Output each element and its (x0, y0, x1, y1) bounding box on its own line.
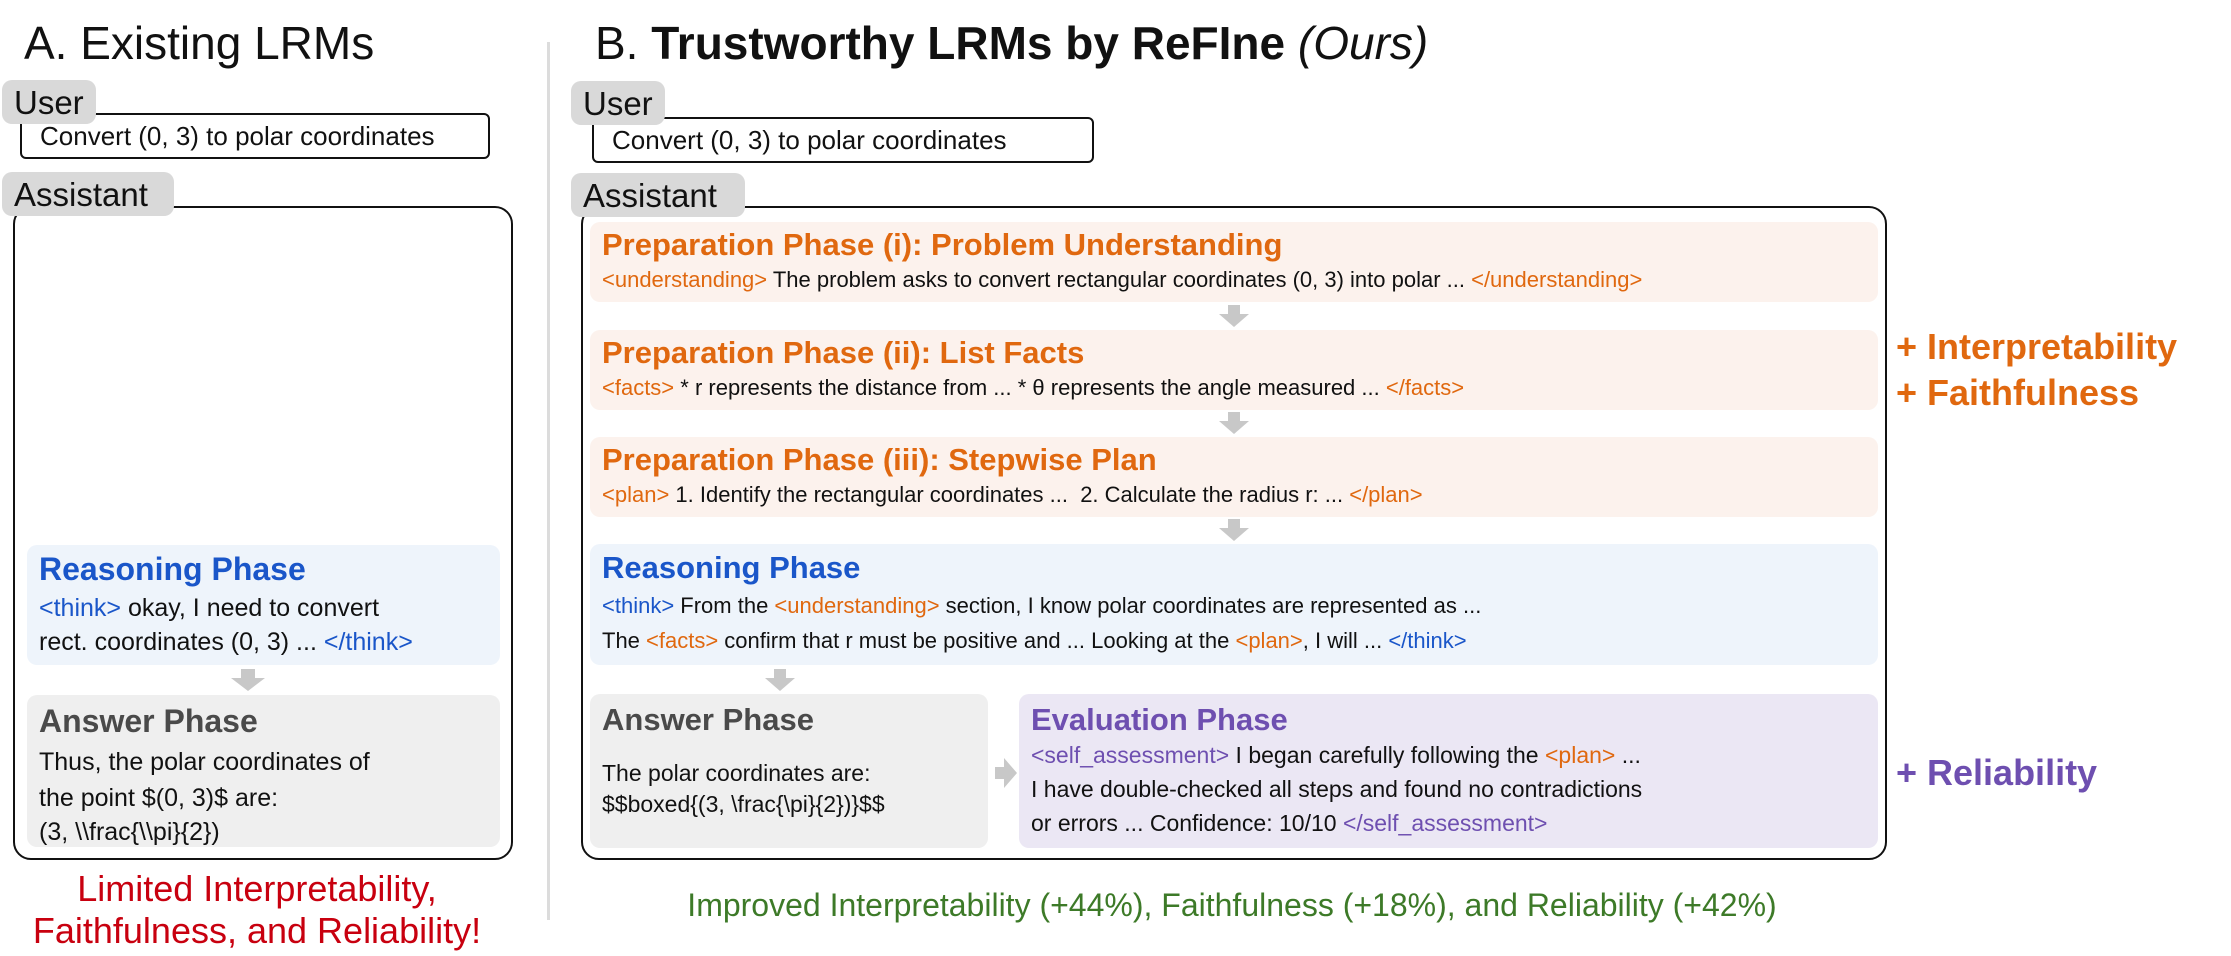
down-arrow-icon (1219, 305, 1249, 327)
preparation-phase-plan: Preparation Phase (iii): Stepwise Plan <… (590, 437, 1878, 517)
understanding-open-tag: <understanding> (602, 267, 768, 292)
panel-b-ours: (Ours) (1297, 17, 1429, 69)
evaluation-phase: Evaluation Phase <self_assessment> I beg… (1019, 694, 1878, 848)
reasoning-text: From the (674, 593, 775, 618)
right-assistant-box (581, 206, 1887, 860)
plan-open-tag: <plan> (602, 482, 670, 507)
left-answer-line: Thus, the polar coordinates of (39, 748, 370, 776)
down-arrow-icon (1219, 519, 1249, 541)
left-reasoning-title: Reasoning Phase (39, 551, 306, 587)
evaluation-line2: I have double-checked all steps and foun… (1031, 776, 1643, 802)
evaluation-text: ... (1615, 742, 1641, 768)
reasoning-text: The (602, 628, 647, 653)
think-open-tag: <think> (39, 594, 122, 622)
prep2-text: * r represents the distance from ... * θ… (674, 375, 1386, 400)
think-close-tag: </think> (323, 628, 413, 656)
prep3-text: 1. Identify the rectangular coordinates … (669, 482, 1350, 507)
think-open-tag: <think> (602, 593, 675, 618)
left-verdict-line: Faithfulness, and Reliability! (32, 910, 482, 951)
right-answer-line: $$boxed{(3, \frac{\pi}{2})}$$ (602, 791, 885, 817)
reasoning-text: okay, I need to convert (121, 594, 380, 622)
right-verdict: Improved Interpretability (+44%), Faithf… (687, 887, 1777, 923)
right-user-tag: User (571, 81, 665, 125)
panel-b-title: B. Trustworthy LRMs by ReFIne (Ours) (595, 16, 1428, 70)
facts-ref-tag: <facts> (646, 628, 719, 653)
reasoning-text: , I will ... (1302, 628, 1389, 653)
right-assistant-tag: Assistant (571, 173, 745, 217)
self-assessment-close-tag: </self_assessment> (1342, 810, 1548, 836)
think-close-tag: </think> (1388, 628, 1467, 653)
panel-a-title: A. Existing LRMs (24, 16, 374, 70)
left-verdict-line: Limited Interpretability, (77, 868, 437, 909)
down-arrow-icon (765, 669, 795, 691)
understanding-ref-tag: <understanding> (774, 593, 940, 618)
prep2-body: <facts> * r represents the distance from… (602, 375, 1464, 401)
left-answer-phase: Answer Phase Thus, the polar coordinates… (27, 695, 500, 847)
right-answer-line: The polar coordinates are: (602, 760, 871, 786)
left-verdict: Limited Interpretability, Faithfulness, … (0, 868, 514, 952)
right-answer-title: Answer Phase (602, 702, 814, 737)
left-answer-line: the point $(0, 3)$ are: (39, 784, 279, 812)
left-reasoning-phase: Reasoning Phase <think> okay, I need to … (27, 545, 500, 665)
right-arrow-icon (995, 758, 1017, 788)
down-arrow-icon (231, 669, 265, 691)
plan-ref-tag: <plan> (1544, 742, 1616, 768)
panel-a-title-text: Existing LRMs (80, 17, 375, 69)
right-reasoning-phase: Reasoning Phase <think> From the <unders… (590, 544, 1878, 665)
left-reasoning-line2: rect. coordinates (0, 3) ... </think> (39, 625, 413, 660)
understanding-close-tag: </understanding> (1471, 267, 1643, 292)
panel-divider (547, 42, 550, 920)
faithfulness-label: + Faithfulness (1896, 372, 2140, 413)
evaluation-text: I began carefully following the (1229, 742, 1545, 768)
right-answer-phase: Answer Phase The polar coordinates are: … (590, 694, 988, 848)
right-reasoning-title: Reasoning Phase (602, 550, 861, 585)
left-assistant-tag: Assistant (2, 172, 174, 216)
preparation-phase-understanding: Preparation Phase (i): Problem Understan… (590, 222, 1878, 302)
panel-b-prefix: B. (595, 17, 639, 69)
right-user-message: Convert (0, 3) to polar coordinates (592, 117, 1094, 163)
left-answer-line: (3, \\frac{\\pi}{2}) (39, 818, 220, 846)
evaluation-line3: or errors ... Confidence: 10/10 </self_a… (1031, 810, 1548, 837)
panel-a-prefix: A. (24, 17, 68, 69)
evaluation-title: Evaluation Phase (1031, 702, 1288, 737)
prep3-body: <plan> 1. Identify the rectangular coord… (602, 482, 1423, 508)
interpretability-label: + Interpretability (1896, 326, 2178, 367)
reasoning-text: rect. coordinates (0, 3) ... (39, 628, 324, 656)
right-reasoning-line1: <think> From the <understanding> section… (602, 593, 1481, 619)
evaluation-line1: <self_assessment> I began carefully foll… (1031, 742, 1641, 769)
left-answer-title: Answer Phase (39, 703, 258, 739)
prep1-body: <understanding> The problem asks to conv… (602, 267, 1642, 293)
left-reasoning-line1: <think> okay, I need to convert (39, 591, 379, 626)
reasoning-text: section, I know polar coordinates are re… (939, 593, 1482, 618)
left-assistant-box (13, 206, 513, 860)
plan-ref-tag: <plan> (1235, 628, 1303, 653)
prep2-title: Preparation Phase (ii): List Facts (602, 335, 1085, 370)
panel-b-title-text: Trustworthy LRMs by ReFIne (651, 17, 1286, 69)
right-reasoning-line2: The <facts> confirm that r must be posit… (602, 628, 1467, 654)
left-user-tag: User (2, 80, 96, 124)
left-user-message: Convert (0, 3) to polar coordinates (20, 113, 490, 159)
prep1-title: Preparation Phase (i): Problem Understan… (602, 227, 1283, 262)
plan-close-tag: </plan> (1349, 482, 1423, 507)
preparation-phase-facts: Preparation Phase (ii): List Facts <fact… (590, 330, 1878, 410)
down-arrow-icon (1219, 412, 1249, 434)
prep3-title: Preparation Phase (iii): Stepwise Plan (602, 442, 1157, 477)
evaluation-text: or errors ... Confidence: 10/10 (1031, 810, 1343, 836)
reliability-label: + Reliability (1896, 752, 2098, 793)
prep1-text: The problem asks to convert rectangular … (767, 267, 1472, 292)
facts-close-tag: </facts> (1385, 375, 1465, 400)
self-assessment-open-tag: <self_assessment> (1031, 742, 1230, 768)
reasoning-text: confirm that r must be positive and ... … (718, 628, 1236, 653)
left-user-message-text: Convert (0, 3) to polar coordinates (40, 121, 435, 151)
facts-open-tag: <facts> (602, 375, 675, 400)
right-user-message-text: Convert (0, 3) to polar coordinates (612, 125, 1007, 155)
